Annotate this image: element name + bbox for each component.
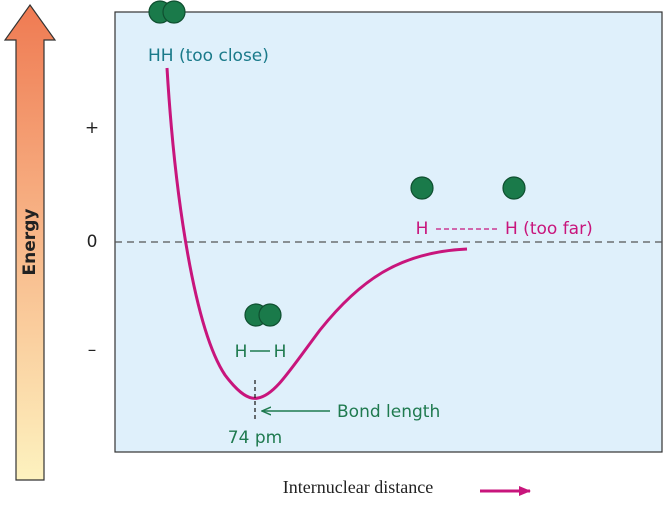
energy-curve [165, 67, 468, 400]
label-too-far: H (too far) [505, 219, 593, 239]
label-distance: 74 pm [228, 428, 282, 448]
energy-arrow [3, 3, 57, 481]
label-bond-length: Bond length [337, 402, 440, 422]
atoms [148, 0, 526, 327]
plot-area [114, 11, 663, 453]
x-axis-label: Internuclear distance [283, 477, 433, 497]
tick-label: 0 [87, 232, 98, 252]
atom-label: H [274, 342, 287, 362]
atom-label: H [416, 219, 429, 239]
atom-label: H [235, 342, 248, 362]
axis-label: Energy [20, 209, 40, 276]
tick-label: + [85, 118, 99, 138]
label-too-close: HH (too close) [148, 46, 269, 66]
tick-label: – [88, 340, 97, 360]
